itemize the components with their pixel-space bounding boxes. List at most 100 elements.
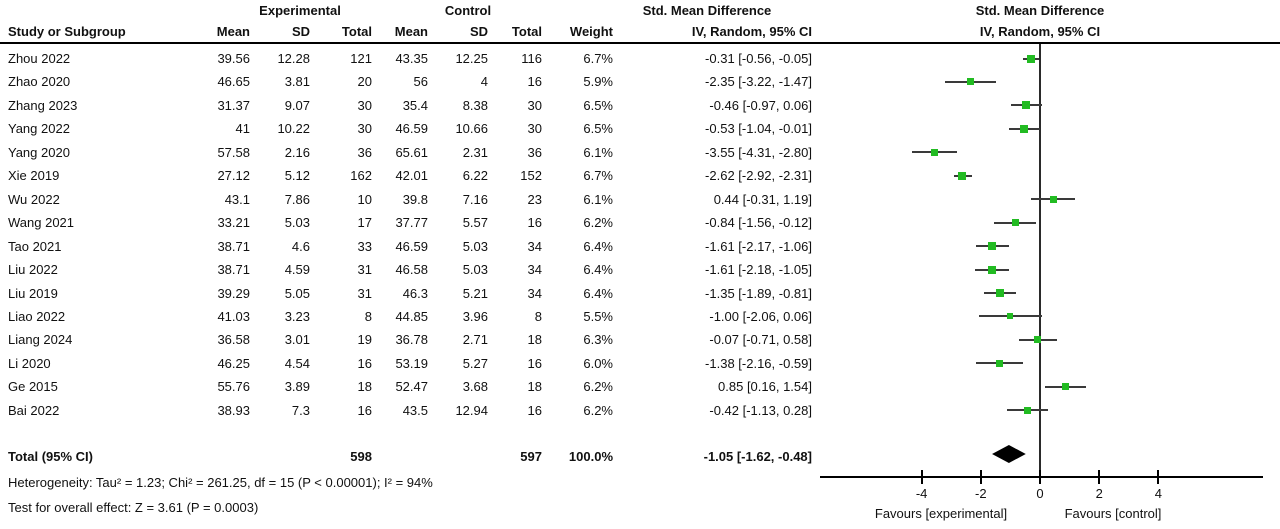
cell-sd1: 12.28 [277,51,310,66]
ci-line [953,174,972,177]
cell-mean2: 37.77 [395,215,428,231]
table-row: Zhao 2020 46.65 3.81 20 56 4 16 5.9% -2.35 [-3.2… [0,70,820,93]
cell-mean1: 43.1 [224,191,250,207]
table-row: Yang 2020 57.58 2.16 36 65.61 2.31 36 6.1% -3.55… [0,141,820,164]
cell-total1: 19 [357,332,372,348]
cell-total1: 121 [350,51,372,66]
cell-mean1: 38.71 [217,262,250,278]
axis-tick-label: 0 [1036,486,1044,501]
overall-effect-stats: Test for overall effect: Z = 3.61 (P = 0… [8,500,259,515]
cell-study: Liao 2022 [8,308,66,324]
cell-mean1: 38.93 [217,402,250,418]
ci-line [1009,127,1040,130]
effect-marker [1011,219,1019,227]
effect-marker [1007,313,1014,320]
cell-weight: 6.7% [583,168,613,184]
header-total-control: Total [511,24,542,39]
ci-line [984,292,1016,294]
table-row: Li 2020 46.25 4.54 16 53.19 5.27 16 6.0% -1.38 [… [0,352,820,375]
cell-sd2: 4 [480,74,488,90]
cell-mean2: 39.8 [402,191,428,207]
favours-control-label: Favours [control] [1064,506,1162,521]
cell-total1: 8 [364,308,372,324]
axis-tick-label: 2 [1095,486,1103,501]
cell-sd1: 7.86 [284,191,310,207]
cell-sd1: 3.23 [284,308,310,324]
cell-sd2: 5.57 [462,215,488,231]
cell-weight: 6.1% [583,144,613,160]
axis-tick-label: 4 [1154,486,1162,501]
cell-mean2: 56 [413,74,428,90]
cell-weight: 6.4% [583,262,613,278]
cell-total2: 16 [527,355,542,371]
cell-mean1: 55.76 [217,379,250,395]
cell-sd1: 3.01 [284,332,310,348]
heterogeneity-stats: Heterogeneity: Tau² = 1.23; Chi² = 261.2… [8,475,433,490]
header-divider [0,42,1280,44]
cell-mean2: 46.59 [395,238,428,254]
cell-study: Wu 2022 [8,191,60,207]
ci-line [1023,57,1039,60]
cell-sd1: 7.3 [291,402,310,418]
cell-sd2: 10.66 [455,121,488,137]
cell-ci_text: -1.00 [-2.06, 0.06] [709,308,812,324]
cell-total1: 17 [357,215,372,231]
cell-ci_text: -0.53 [-1.04, -0.01] [705,121,812,137]
table-row: Ge 2015 55.76 3.89 18 52.47 3.68 18 6.2% 0.85 [0… [0,375,820,398]
cell-weight: 5.5% [583,308,613,324]
cell-sd2: 5.27 [462,355,488,371]
axis-tick-label: -2 [975,486,987,501]
cell-ci_text: -1.35 [-1.89, -0.81] [705,285,812,301]
cell-sd1: 4.6 [291,238,310,254]
cell-total2: 23 [527,191,542,207]
table-row: Tao 2021 38.71 4.6 33 46.59 5.03 34 6.4% -1.61 [… [0,235,820,258]
ci-line [975,245,1009,248]
cell-weight: 5.9% [583,74,613,90]
total-weight: 100.0% [568,449,613,464]
cell-mean1: 36.58 [217,332,250,348]
cell-total2: 30 [527,97,542,113]
cell-study: Wang 2021 [8,215,75,231]
cell-sd2: 5.03 [462,262,488,278]
cell-total1: 36 [357,144,372,160]
cell-sd2: 5.03 [462,238,488,254]
cell-sd1: 3.81 [284,74,310,90]
cell-sd1: 5.12 [284,168,310,184]
cell-sd1: 3.89 [284,379,310,395]
cell-study: Yang 2022 [8,121,70,137]
table-row: Xie 2019 27.12 5.12 162 42.01 6.22 152 6.7% -2.6… [0,164,820,187]
cell-total2: 34 [527,238,542,254]
cell-ci_text: -1.61 [-2.18, -1.05] [705,262,812,278]
axis-tick-label: -4 [915,486,928,501]
effect-marker [1061,383,1069,391]
cell-study: Xie 2019 [8,168,60,184]
cell-ci_text: -0.46 [-0.97, 0.06] [709,97,812,113]
cell-ci_text: 0.44 [-0.31, 1.19] [713,191,812,207]
header-study: Study or Subgroup [8,24,126,39]
cell-sd2: 6.22 [462,168,488,184]
cell-ci_text: 0.85 [0.16, 1.54] [718,379,812,395]
cell-sd2: 3.68 [462,379,488,395]
smd-title-right: Std. Mean Difference [975,3,1105,18]
cell-mean1: 46.25 [217,355,250,371]
column-group-experimental: Experimental [259,3,341,18]
cell-total2: 152 [520,168,542,184]
cell-mean1: 33.21 [217,215,250,231]
cell-sd2: 12.25 [455,51,488,66]
header-ci-method-left: IV, Random, 95% CI [691,24,812,39]
ci-line [912,151,958,154]
cell-ci_text: -0.42 [-1.13, 0.28] [709,402,812,418]
cell-study: Zhao 2020 [8,74,71,90]
cell-study: Tao 2021 [8,238,62,254]
header-weight: Weight [569,24,613,39]
cell-mean2: 65.61 [395,144,428,160]
cell-mean2: 36.78 [395,332,428,348]
cell-weight: 6.7% [583,51,613,66]
cell-sd2: 3.96 [462,308,488,324]
cell-total1: 10 [357,191,372,207]
cell-mean2: 43.35 [395,51,428,66]
cell-sd1: 9.07 [284,97,310,113]
cell-study: Zhou 2022 [8,51,71,66]
cell-total2: 18 [527,379,542,395]
cell-total2: 30 [527,121,542,137]
